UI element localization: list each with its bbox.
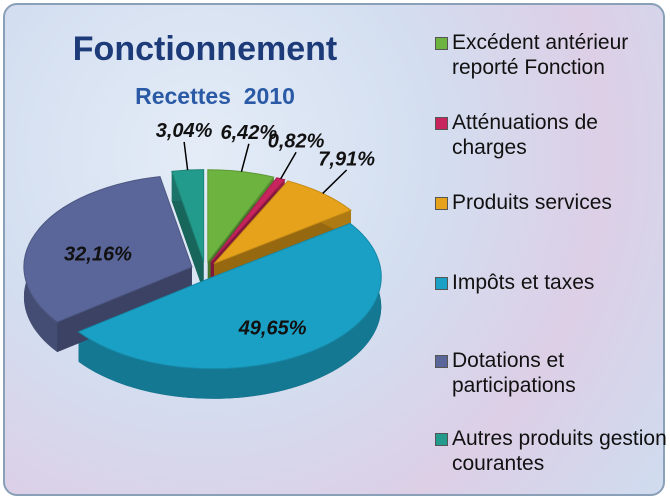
- legend-item: Autres produits gestion courantes: [435, 426, 667, 476]
- data-label: 0,82%: [268, 131, 325, 153]
- legend-swatch: [435, 197, 448, 210]
- legend-label: Dotations et participations: [452, 349, 576, 397]
- legend-label: Autres produits gestion courantes: [452, 427, 667, 475]
- legend-label: Atténuations de charges: [452, 111, 598, 159]
- slice-side: [78, 223, 382, 399]
- leader-line: [322, 169, 348, 194]
- chart-subtitle: Recettes 2010: [135, 83, 295, 109]
- legend-label: Produits services: [452, 191, 612, 214]
- legend-label: Impôts et taxes: [452, 271, 595, 294]
- legend-label: Excédent antérieur reporté Fonction: [452, 31, 629, 79]
- legend-swatch: [435, 433, 448, 446]
- legend-item: Excédent antérieur reporté Fonction: [435, 30, 667, 80]
- legend-swatch: [435, 37, 448, 50]
- legend-item: Impôts et taxes: [435, 270, 667, 295]
- legend-item: Atténuations de charges: [435, 110, 667, 160]
- chart-title: Fonctionnement: [73, 30, 337, 68]
- pie-slice: [23, 176, 193, 323]
- pie-slice: [210, 177, 286, 263]
- legend-swatch: [435, 355, 448, 368]
- leader-line: [240, 143, 250, 172]
- data-label: 49,65%: [238, 318, 307, 340]
- legend-item: Dotations et participations: [435, 348, 667, 398]
- data-label: 32,16%: [64, 243, 132, 265]
- pie-slice: [207, 169, 275, 264]
- data-label: 7,91%: [318, 148, 375, 170]
- pie-slice: [213, 180, 352, 265]
- legend-swatch: [435, 117, 448, 130]
- leader-line: [183, 141, 189, 171]
- slice-wall: [171, 171, 204, 292]
- pie-slice: [77, 222, 382, 370]
- legend-item: Produits services: [435, 190, 667, 215]
- leader-line: [280, 151, 297, 180]
- legend-swatch: [435, 277, 448, 290]
- data-label: 6,42%: [221, 122, 278, 144]
- data-label: 3,04%: [156, 120, 213, 142]
